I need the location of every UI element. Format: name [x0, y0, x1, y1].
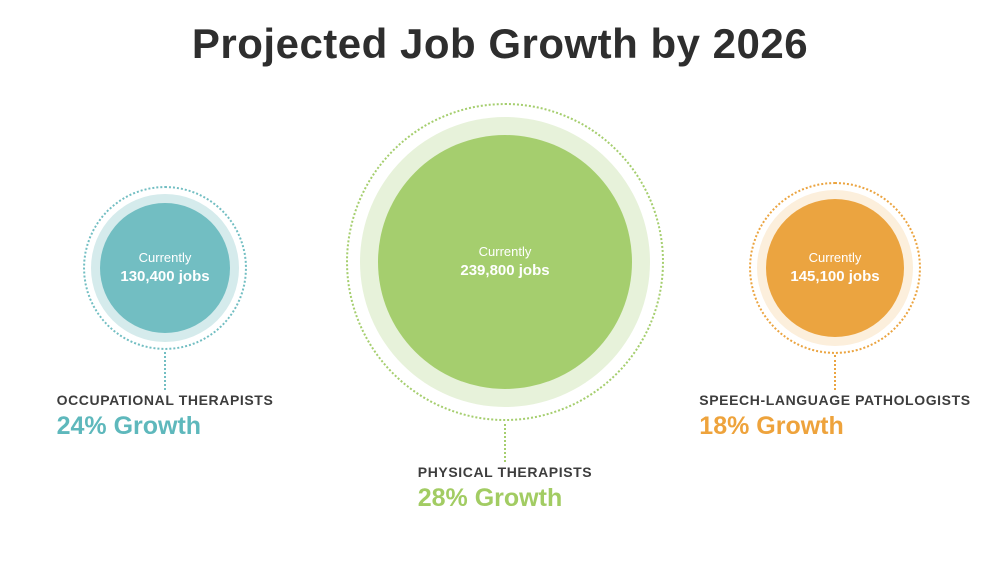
connector-line [164, 352, 166, 390]
jobs-count: 239,800 jobs [460, 262, 550, 280]
connector-line [834, 355, 836, 390]
label-block: SPEECH-LANGUAGE PATHOLOGISTS 18% Growth [699, 392, 970, 441]
jobs-count: 145,100 jobs [790, 268, 880, 286]
growth-label: 18% Growth [699, 412, 844, 440]
jobs-count: 130,400 jobs [120, 268, 210, 286]
profession-label: OCCUPATIONAL THERAPISTS [56, 392, 274, 408]
bubble-circle: Currently 145,100 jobs [766, 199, 904, 337]
currently-label: Currently [478, 243, 532, 259]
growth-label: 28% Growth [417, 484, 563, 512]
growth-label: 24% Growth [56, 412, 202, 440]
bubble-circle: Currently 130,400 jobs [100, 203, 230, 333]
label-block: PHYSICAL THERAPISTS 28% Growth [418, 464, 593, 513]
currently-label: Currently [808, 249, 862, 265]
profession-label: SPEECH-LANGUAGE PATHOLOGISTS [699, 392, 971, 408]
chart-title: Projected Job Growth by 2026 [191, 20, 809, 67]
connector-line [504, 424, 506, 462]
dotted-ring [83, 186, 247, 350]
dotted-ring [749, 182, 921, 354]
bubble-circle: Currently 239,800 jobs [378, 135, 632, 389]
currently-label: Currently [138, 249, 192, 265]
profession-label: PHYSICAL THERAPISTS [417, 464, 593, 480]
dotted-ring [346, 103, 664, 421]
label-block: OCCUPATIONAL THERAPISTS 24% Growth [57, 392, 274, 441]
